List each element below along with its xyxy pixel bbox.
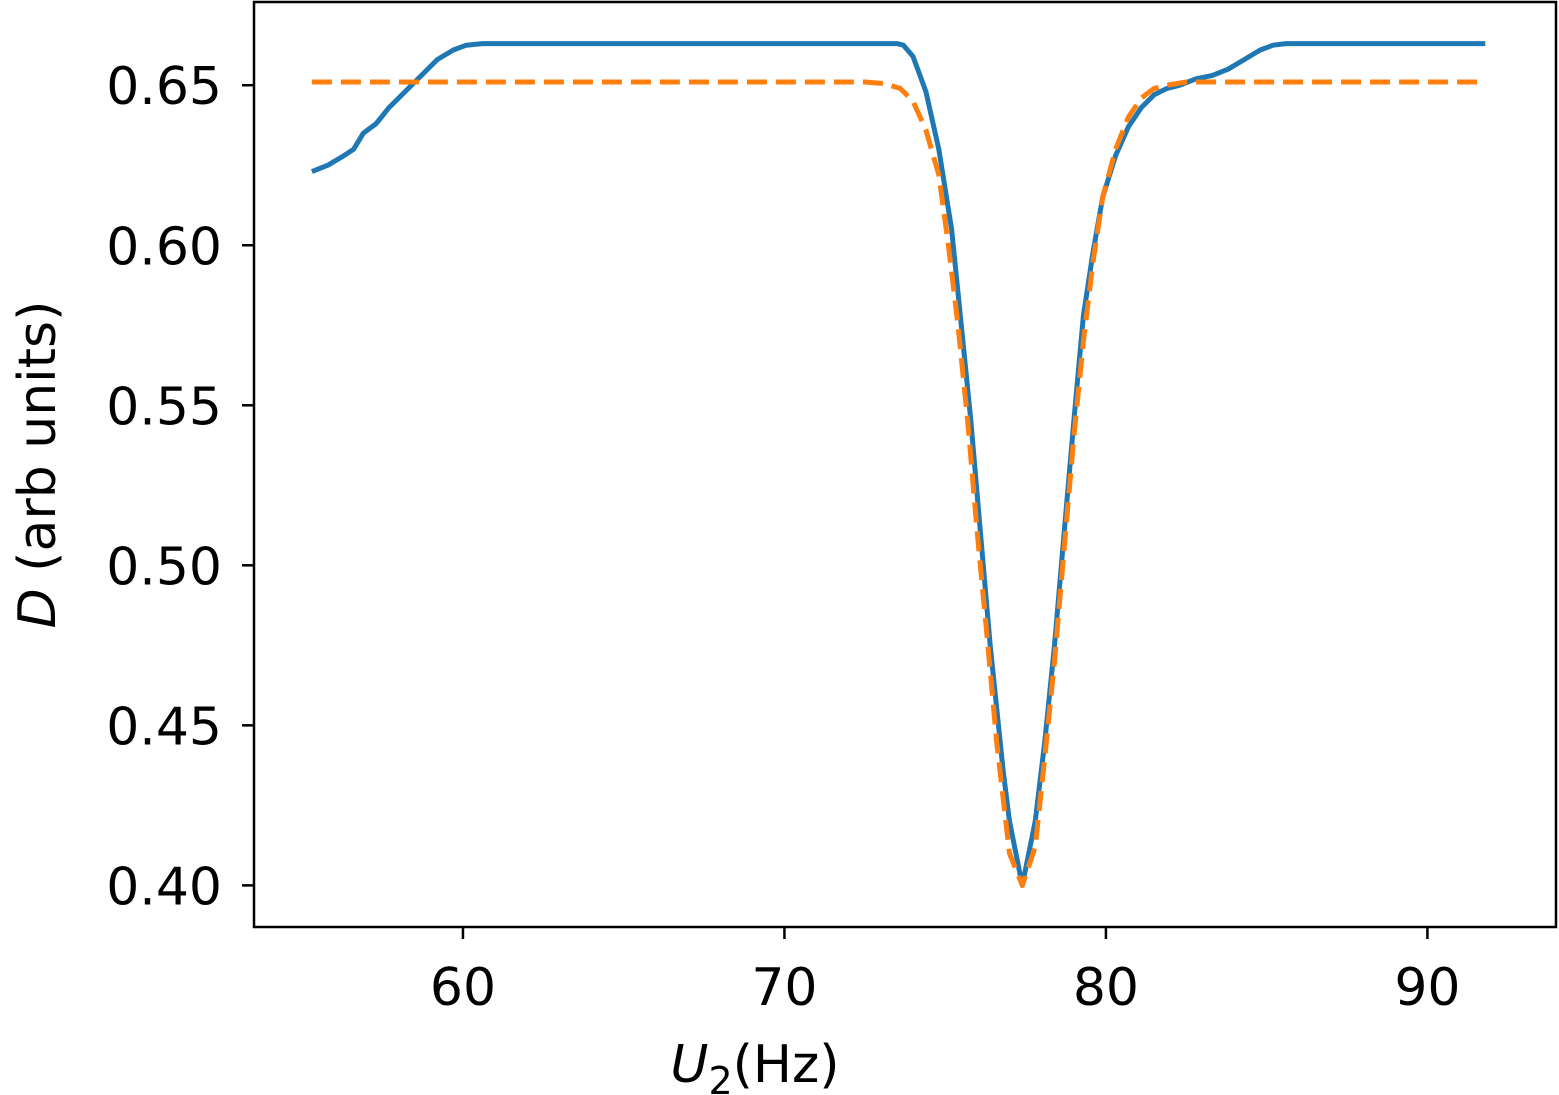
x-axis-ticks: 60 70 80 90 [430,927,1460,1018]
y-tick-label: 0.45 [106,697,222,757]
x-tick-label: 90 [1394,958,1460,1018]
y-axis-label-unit: (arb units) [8,301,68,589]
y-axis-label: D (arb units) [8,301,68,629]
plot-frame [252,0,1558,929]
x-tick-label: 70 [751,958,817,1018]
x-axis-label-subscript: 2 [708,1059,732,1095]
y-axis-label-symbol: D [8,588,68,628]
y-tick-label: 0.65 [106,57,222,117]
x-tick-label: 60 [430,958,496,1018]
y-tick-label: 0.60 [106,217,222,277]
series-line-1 [310,41,1486,888]
y-axis-ticks: 0.40 0.45 0.50 0.55 0.60 0.65 [106,57,254,917]
series-layer [310,41,1486,888]
x-axis-label: U2(Hz) [670,1035,839,1095]
y-tick-label: 0.55 [106,377,222,437]
x-axis-label-unit: (Hz) [733,1035,840,1095]
y-tick-label: 0.40 [106,857,222,917]
y-tick-label: 0.50 [106,537,222,597]
x-tick-label: 80 [1073,958,1139,1018]
x-axis-label-symbol: U [670,1035,708,1095]
series-line-2 [311,79,1486,888]
